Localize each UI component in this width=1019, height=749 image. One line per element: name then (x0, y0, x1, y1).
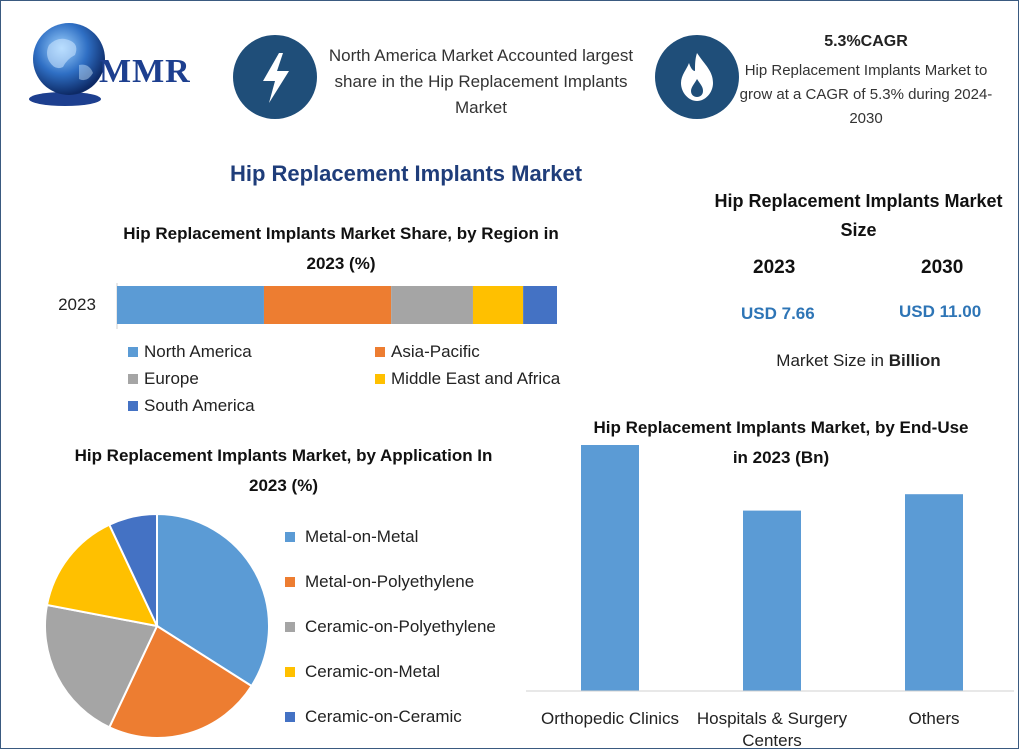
region-chart: 2023 (58, 283, 557, 329)
legend-swatch (128, 347, 138, 357)
legend-label: North America (144, 342, 252, 361)
region-legend: North America Asia-Pacific Europe Middle Ea… (128, 342, 608, 422)
unit-bold: Billion (888, 351, 941, 370)
legend-label: South America (144, 396, 255, 415)
globe-icon (29, 23, 105, 106)
north-america-info: North America Market Accounted largest s… (328, 46, 634, 117)
legend-label: Asia-Pacific (391, 342, 480, 361)
enduse-bar-hospitals-surgery-centers (743, 510, 801, 691)
legend-swatch (285, 622, 295, 632)
application-chart-title: Hip Replacement Implants Market, by Appl… (74, 446, 493, 495)
application-pie-chart (44, 512, 270, 739)
region-legend-europe: Europe (128, 369, 199, 389)
pie-legend-ceramic-on-polyethylene: Ceramic-on-Polyethylene (285, 617, 496, 637)
legend-label: Metal-on-Polyethylene (305, 572, 475, 591)
region-category-label: 2023 (58, 295, 96, 314)
enduse-bar-others (905, 494, 963, 691)
pie-legend-metal-on-polyethylene: Metal-on-Polyethylene (285, 572, 474, 592)
region-bar-europe (391, 286, 473, 324)
legend-swatch (375, 347, 385, 357)
pie-slice-ceramic-on-metal (45, 523, 159, 628)
region-chart-title: Hip Replacement Implants Market Share, b… (123, 224, 559, 273)
legend-label: Ceramic-on-Polyethylene (305, 617, 496, 636)
legend-swatch (285, 712, 295, 722)
legend-label: Europe (144, 369, 199, 388)
value-2030: USD 11.00 (899, 302, 982, 321)
lightning-icon (233, 35, 317, 119)
enduse-category-hospitals-surgery-centers: Hospitals & Surgery Centers (696, 709, 848, 749)
legend-label: Ceramic-on-Ceramic (305, 707, 462, 726)
enduse-bar-orthopedic-clinics (581, 445, 639, 691)
region-bar-asia-pacific (263, 286, 392, 324)
year-2023-label: 2023 (753, 257, 796, 278)
legend-label: Metal-on-Metal (305, 527, 419, 546)
legend-swatch (375, 374, 385, 384)
legend-label: Ceramic-on-Metal (305, 662, 441, 681)
legend-swatch (285, 577, 295, 587)
flame-icon (655, 35, 739, 119)
region-bar-south-america (523, 286, 557, 324)
cagr-title: 5.3%CAGR (824, 33, 908, 50)
market-size-unit: Market Size in Billion (721, 351, 996, 371)
region-legend-asia-pacific: Asia-Pacific (375, 342, 480, 362)
value-2023: USD 7.66 (741, 304, 815, 323)
legend-swatch (285, 532, 295, 542)
enduse-category-orthopedic-clinics: Orthopedic Clinics (541, 709, 679, 728)
cagr-text: Hip Replacement Implants Market to grow … (739, 62, 993, 127)
pie-slice-ceramic-on-polyethylene (44, 603, 159, 729)
logo-text: MMR (99, 53, 191, 90)
legend-swatch (128, 401, 138, 411)
main-title: Hip Replacement Implants Market (229, 161, 583, 186)
region-legend-south-america: South America (128, 396, 255, 416)
legend-swatch (128, 374, 138, 384)
region-bar-middle-east-and-africa (472, 286, 524, 324)
enduse-chart-title: Hip Replacement Implants Market, by End-… (593, 418, 969, 467)
pie-legend-metal-on-metal: Metal-on-Metal (285, 527, 418, 547)
enduse-bar-chart (526, 445, 1014, 692)
pie-slice-ceramic-on-ceramic (107, 512, 158, 627)
pie-legend-ceramic-on-ceramic: Ceramic-on-Ceramic (285, 707, 462, 727)
legend-swatch (285, 667, 295, 677)
region-bar-north-america (117, 286, 264, 324)
region-legend-north-america: North America (128, 342, 252, 362)
application-legend: Metal-on-Metal Metal-on-Polyethylene Ceram… (285, 527, 545, 737)
legend-label: Middle East and Africa (391, 369, 561, 388)
pie-legend-ceramic-on-metal: Ceramic-on-Metal (285, 662, 440, 682)
region-legend-middle-east-and-africa: Middle East and Africa (375, 369, 560, 389)
enduse-category-others: Others (908, 709, 960, 728)
unit-prefix: Market Size in (776, 351, 889, 370)
year-2030-label: 2030 (921, 257, 964, 278)
market-size-title: Hip Replacement Implants Market Size (714, 191, 1003, 240)
